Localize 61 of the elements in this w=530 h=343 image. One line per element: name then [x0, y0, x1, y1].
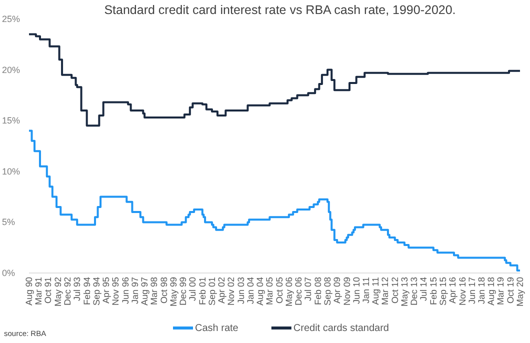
x-tick-label: Aug 97 [140, 277, 150, 306]
x-tick-label: Jul 14 [418, 277, 429, 302]
x-tick-label: Sep 94 [91, 277, 102, 306]
x-tick-label: Oct 12 [390, 277, 400, 304]
y-tick-label: 20% [2, 64, 20, 75]
x-tick-label: Jul 07 [303, 277, 314, 302]
x-tick-label: Nov 02 [226, 277, 236, 306]
x-tick-label: Aug 04 [255, 277, 266, 306]
x-tick-label: Jan 04 [245, 277, 256, 304]
x-tick-label: Jan 97 [130, 277, 140, 304]
x-tick-label: Feb 08 [312, 277, 323, 306]
x-tick-label: May 92 [52, 277, 63, 307]
x-tick-label: Sep 08 [322, 277, 333, 306]
x-tick-label: Nov 16 [457, 277, 468, 306]
x-tick-label: Oct 05 [274, 277, 284, 304]
x-tick-label: Jun 03 [236, 277, 246, 304]
x-tick-label: Jul 00 [188, 277, 198, 302]
y-tick-label: 5% [2, 217, 16, 228]
x-tick-label: Jul 93 [72, 277, 82, 302]
y-tick-label: 10% [2, 166, 20, 176]
x-tick-label: Jan 18 [476, 277, 487, 304]
x-tick-label: Mar 12 [380, 277, 390, 306]
x-tick-label: Apr 02 [216, 277, 227, 304]
x-tick-label: Dec 99 [178, 277, 188, 306]
x-tick-label: Jun 10 [351, 277, 362, 304]
y-tick-label: 25% [2, 14, 20, 24]
x-tick-label: Aug 11 [370, 277, 381, 305]
x-tick-label: Dec 13 [409, 277, 420, 306]
legend-label: Credit cards standard [293, 323, 390, 334]
x-tick-label: Feb 01 [197, 277, 208, 306]
x-tick-label: Dec 06 [294, 277, 304, 306]
x-tick-label: Oct 19 [505, 277, 516, 304]
x-tick-label: Aug 90 [24, 277, 34, 306]
x-tick-label: May 20 [515, 277, 525, 307]
x-tick-label: Apr 95 [101, 277, 111, 304]
y-tick-label: 0% [2, 268, 16, 278]
x-tick-label: Jan 11 [361, 277, 372, 304]
x-tick-label: Sep 15 [438, 277, 448, 306]
x-tick-label: Apr 09 [332, 277, 342, 304]
x-tick-label: Mar 98 [149, 277, 160, 306]
x-tick-label: Nov 09 [342, 277, 352, 306]
x-tick-label: May 99 [168, 277, 178, 307]
x-tick-label: Mar 05 [264, 277, 275, 306]
x-tick-label: Aug 18 [486, 277, 496, 306]
x-tick-label: Apr 16 [448, 277, 458, 304]
x-tick-label: May 06 [284, 277, 294, 307]
x-tick-label: Dec 92 [62, 277, 73, 306]
x-tick-label: May 13 [399, 277, 410, 307]
x-tick-label: Mar 91 [34, 277, 44, 306]
x-tick-label: Feb 94 [82, 277, 92, 306]
x-tick-label: Oct 91 [43, 277, 54, 304]
legend-label: Cash rate [195, 323, 239, 334]
x-tick-label: Nov 95 [110, 277, 121, 306]
x-tick-label: Sep 01 [206, 277, 217, 306]
chart-title: Standard credit card interest rate vs RBA cash rate, 1990-2020. [104, 3, 456, 17]
x-tick-label: Oct 98 [158, 277, 169, 304]
x-tick-label: Feb 15 [428, 277, 438, 306]
x-tick-label: Jun 17 [466, 277, 477, 304]
x-tick-label: Jun 96 [120, 277, 130, 304]
y-tick-label: 15% [2, 116, 20, 126]
x-tick-label: Mar 19 [496, 277, 506, 306]
